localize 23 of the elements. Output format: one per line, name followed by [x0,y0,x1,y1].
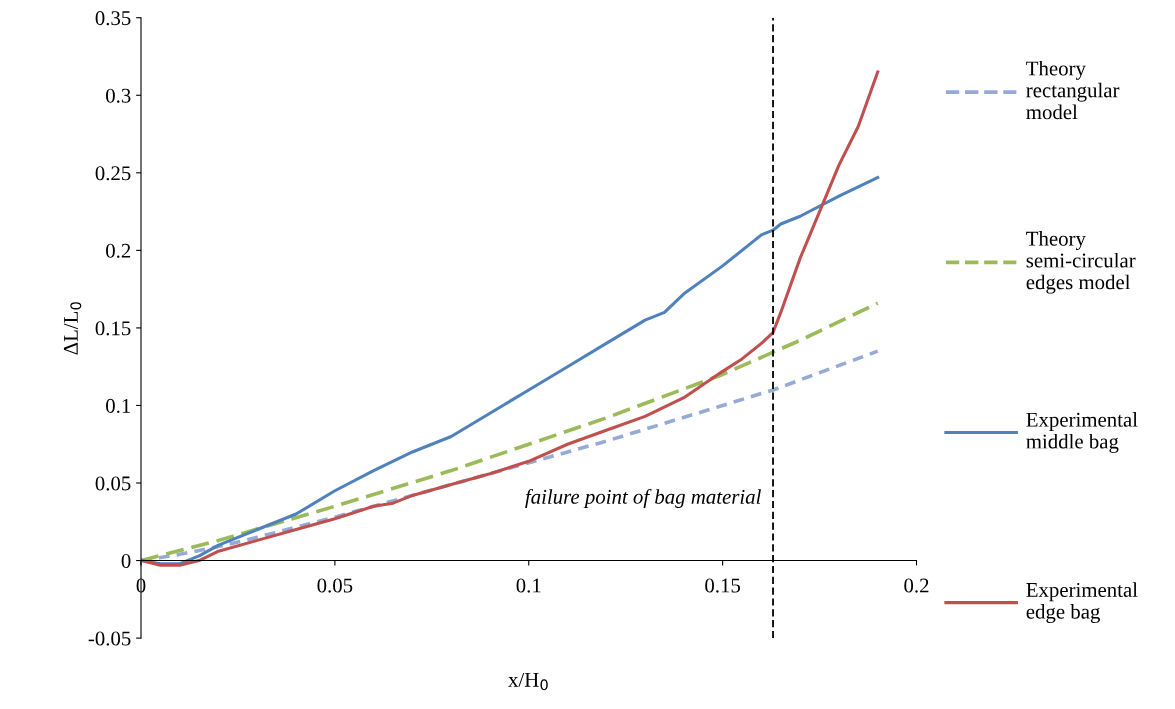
y-tick-label: 0.2 [106,243,131,258]
y-tick-label: -0.05 [88,631,131,646]
x-tick-label: 0.1 [516,578,541,593]
y-axis-title: ΔL/L$_{0}$ [63,302,82,355]
x-tick-label: 0.2 [904,578,929,593]
y-tick-label: 0.25 [95,166,131,181]
y-tick-label: 0.3 [106,88,131,103]
x-tick-label: 0.05 [317,578,353,593]
line-series [141,301,880,563]
line-series [141,70,880,567]
y-tick-label: 0.35 [95,11,131,26]
legend-label: Theory semi-circular edges model [1026,231,1136,294]
x-tick-label: 0.15 [705,578,741,593]
x-axis-title: x/H$_{0}$ [508,672,548,691]
line-series [141,175,880,566]
y-tick-label: 0.15 [95,321,131,336]
legend-label: Experimental middle bag [1026,412,1138,453]
y-tick-label: 0.05 [95,476,131,491]
legend-label: Experimental edge bag [1026,582,1138,624]
y-tick-label: 0.1 [106,398,131,413]
annotation: failure point of bag material [525,488,761,509]
y-tick-label: 0 [121,553,131,568]
legend-label: Theory rectangular model [1026,60,1120,120]
